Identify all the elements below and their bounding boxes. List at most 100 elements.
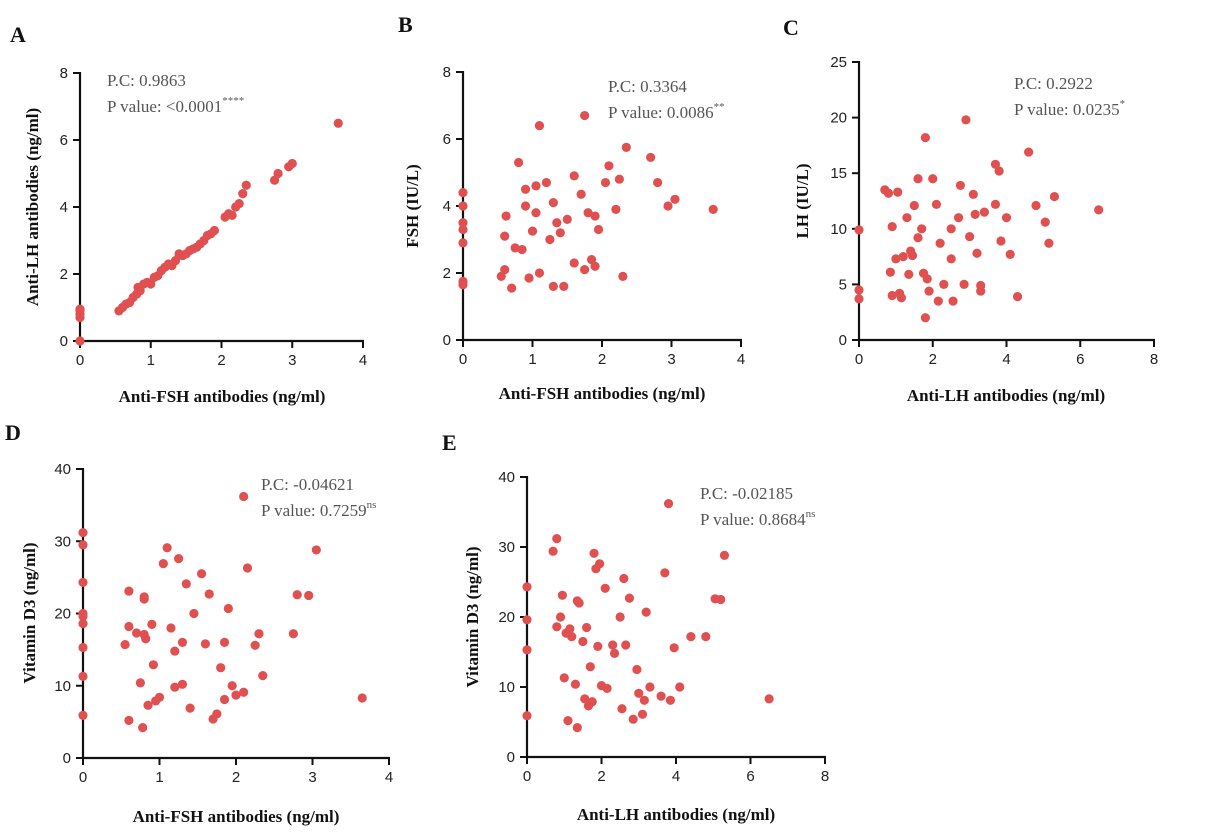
significance-mark: ** xyxy=(714,101,725,113)
data-point xyxy=(653,177,663,188)
x-tick-label: 4 xyxy=(359,352,367,369)
data-point xyxy=(961,115,971,125)
data-point xyxy=(764,694,774,704)
data-point xyxy=(78,611,88,621)
data-point xyxy=(135,678,145,688)
data-point xyxy=(580,265,590,275)
data-point xyxy=(628,714,638,724)
data-point xyxy=(570,679,581,689)
data-point xyxy=(576,189,586,199)
y-tick-label: 0 xyxy=(443,332,451,349)
data-point xyxy=(614,174,624,184)
data-point xyxy=(147,619,157,629)
data-point xyxy=(891,254,901,264)
data-point xyxy=(311,545,321,555)
data-point xyxy=(935,238,945,248)
data-point xyxy=(227,210,237,220)
data-point xyxy=(600,583,610,593)
data-point xyxy=(124,586,134,596)
x-tick-label: 2 xyxy=(597,768,605,785)
data-point xyxy=(458,201,468,211)
p-value-annotation: P value: 0.0235* xyxy=(1014,98,1125,119)
data-point xyxy=(200,639,210,649)
y-tick-label: 30 xyxy=(498,539,515,556)
data-point xyxy=(917,224,927,234)
data-point xyxy=(522,615,532,625)
x-axis-title: Anti-LH antibodies (ng/ml) xyxy=(907,386,1105,405)
data-point xyxy=(959,279,969,289)
data-point xyxy=(572,723,582,733)
data-point xyxy=(965,231,975,242)
data-point xyxy=(928,174,938,184)
data-point xyxy=(931,199,942,209)
y-tick-label: 0 xyxy=(63,750,71,767)
data-point xyxy=(522,582,532,592)
y-tick-label: 8 xyxy=(60,65,68,82)
y-tick-label: 2 xyxy=(443,265,451,282)
data-point xyxy=(78,671,88,681)
y-tick-label: 8 xyxy=(443,64,451,81)
data-point xyxy=(258,671,268,681)
data-point xyxy=(254,629,264,639)
data-point xyxy=(548,198,558,208)
p-value-text: P value: 0.0235 xyxy=(1014,100,1120,119)
data-point xyxy=(141,634,151,644)
data-point xyxy=(548,546,558,556)
data-point xyxy=(885,267,895,277)
y-tick-label: 5 xyxy=(839,276,847,293)
data-point xyxy=(527,226,538,236)
y-tick-label: 6 xyxy=(443,131,451,148)
data-point xyxy=(656,691,666,701)
panel-letter: B xyxy=(398,12,413,37)
data-point xyxy=(239,491,249,502)
x-tick-label: 8 xyxy=(1150,351,1158,368)
y-tick-label: 2 xyxy=(60,266,68,283)
data-point xyxy=(162,543,172,553)
data-point xyxy=(181,579,191,589)
data-point xyxy=(1005,249,1015,259)
y-tick-label: 0 xyxy=(839,332,847,349)
data-point xyxy=(609,648,620,659)
x-tick-label: 0 xyxy=(79,769,87,786)
data-point xyxy=(510,243,520,253)
pc-annotation: P.C: -0.04621 xyxy=(261,475,354,494)
x-tick-label: 4 xyxy=(1002,351,1010,368)
p-value-text: P value: 0.0086 xyxy=(608,103,714,122)
data-point xyxy=(216,663,226,673)
data-point xyxy=(946,224,956,234)
significance-mark: * xyxy=(1120,98,1126,110)
data-point xyxy=(531,181,541,191)
data-point xyxy=(617,704,627,714)
significance-mark: ns xyxy=(367,499,377,511)
data-point xyxy=(212,709,222,719)
data-point xyxy=(898,252,908,262)
data-point xyxy=(634,688,644,698)
data-point xyxy=(242,563,253,573)
y-tick-label: 10 xyxy=(830,221,847,238)
data-point xyxy=(600,177,611,188)
data-point xyxy=(219,637,230,648)
data-point xyxy=(946,254,956,264)
data-point xyxy=(922,274,932,284)
data-point xyxy=(143,700,153,710)
data-point xyxy=(78,710,88,720)
data-point xyxy=(124,715,134,726)
y-tick-label: 20 xyxy=(54,606,71,623)
data-point xyxy=(545,234,555,245)
data-point xyxy=(996,236,1006,246)
data-point xyxy=(287,158,297,169)
data-point xyxy=(219,694,230,705)
data-point xyxy=(458,224,468,235)
data-point xyxy=(990,199,1001,209)
data-point xyxy=(948,296,958,306)
data-point xyxy=(1049,191,1060,202)
data-point xyxy=(204,589,214,599)
data-point xyxy=(979,207,989,217)
x-tick-label: 3 xyxy=(667,351,675,368)
data-point xyxy=(933,296,943,306)
data-point xyxy=(972,248,982,258)
data-point xyxy=(241,180,251,190)
data-point xyxy=(904,269,914,279)
data-point xyxy=(514,157,524,168)
